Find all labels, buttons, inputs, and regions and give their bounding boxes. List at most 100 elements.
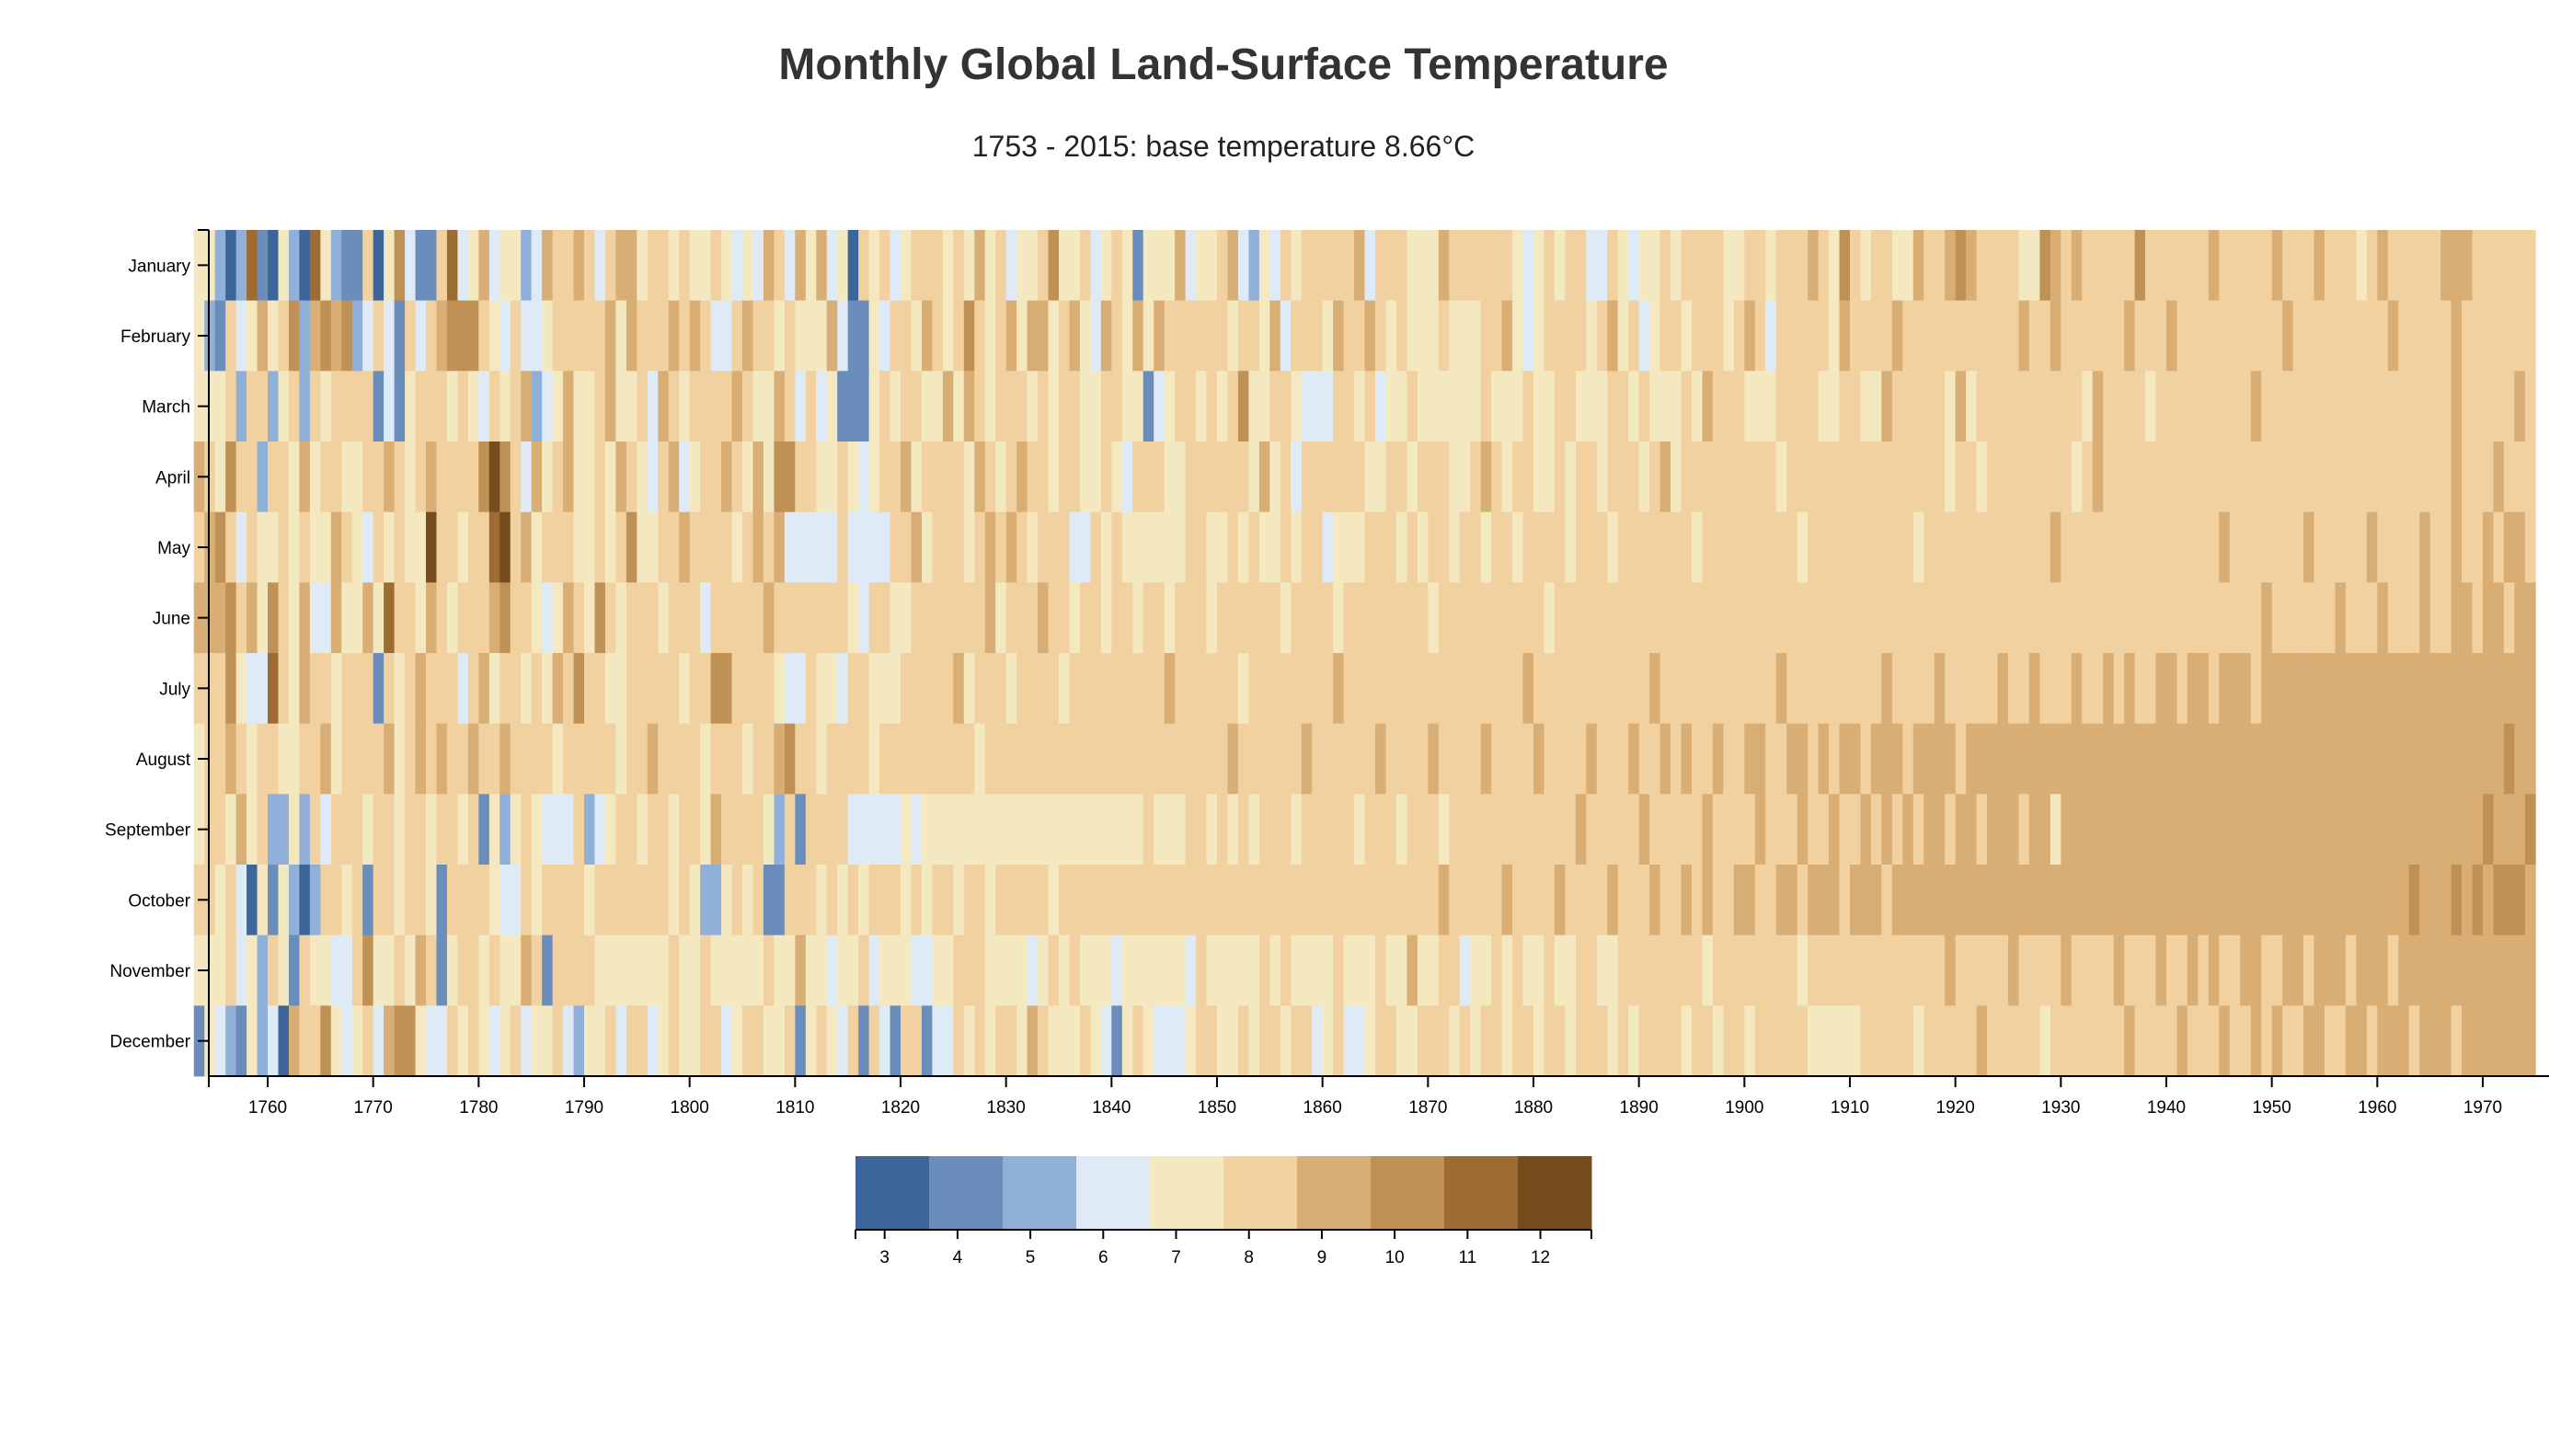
- heatmap-cell: [531, 653, 543, 725]
- heatmap-cell: [721, 794, 732, 866]
- heatmap-cell: [1522, 934, 1534, 1006]
- heatmap-cell: [1343, 371, 1355, 442]
- heatmap-cell: [521, 1005, 533, 1077]
- heatmap-cell: [2314, 934, 2325, 1006]
- heatmap-cell: [1175, 441, 1186, 513]
- heatmap-cell: [1702, 794, 1714, 866]
- heatmap-cell: [1111, 582, 1123, 654]
- heatmap-cell: [1132, 300, 1144, 372]
- heatmap-cell: [1522, 441, 1534, 513]
- heatmap-cell: [384, 794, 395, 866]
- heatmap-cell: [1987, 582, 1998, 654]
- heatmap-cell: [1544, 723, 1556, 795]
- heatmap-cell: [2028, 582, 2040, 654]
- heatmap-cell: [204, 1005, 216, 1077]
- heatmap-cell: [488, 441, 500, 513]
- heatmap-cell: [573, 723, 585, 795]
- heatmap-cell: [2092, 653, 2104, 725]
- heatmap-cell: [637, 441, 649, 513]
- heatmap-cell: [2377, 300, 2389, 372]
- heatmap-cell: [1912, 371, 1924, 442]
- heatmap-cell: [1733, 794, 1745, 866]
- heatmap-cell: [2282, 653, 2293, 725]
- heatmap-cell: [679, 934, 691, 1006]
- heatmap-cell: [2124, 300, 2135, 372]
- heatmap-cell: [1407, 371, 1418, 442]
- heatmap-cell: [510, 794, 522, 866]
- heatmap-cell: [510, 300, 522, 372]
- heatmap-cell: [615, 723, 627, 795]
- heatmap-cell: [2408, 441, 2420, 513]
- heatmap-cell: [963, 723, 975, 795]
- heatmap-cell: [1912, 582, 1924, 654]
- heatmap-cell: [995, 371, 1007, 442]
- heatmap-cell: [1354, 865, 1365, 936]
- heatmap-cell: [2082, 511, 2094, 583]
- heatmap-cell: [1417, 511, 1429, 583]
- heatmap-cell: [351, 934, 363, 1006]
- heatmap-cell: [615, 371, 627, 442]
- heatmap-cell: [1638, 300, 1650, 372]
- heatmap-cell: [2176, 371, 2188, 442]
- heatmap-cell: [1501, 582, 1513, 654]
- heatmap-cell: [647, 441, 659, 513]
- heatmap-cell: [1059, 865, 1070, 936]
- heatmap-cell: [1702, 230, 1714, 302]
- heatmap-cell: [1533, 934, 1544, 1006]
- heatmap-cell: [1638, 794, 1650, 866]
- heatmap-cell: [2092, 794, 2104, 866]
- heatmap-cell: [1902, 371, 1914, 442]
- heatmap-cell: [1976, 230, 1988, 302]
- heatmap-cell: [2366, 723, 2378, 795]
- heatmap-cell: [521, 723, 533, 795]
- heatmap-cell: [626, 511, 637, 583]
- heatmap-cell: [879, 865, 890, 936]
- heatmap-cell: [288, 582, 300, 654]
- heatmap-cell: [1891, 300, 1903, 372]
- heatmap-cell: [2155, 1005, 2167, 1077]
- heatmap-cell: [1829, 723, 1840, 795]
- heatmap-cell: [847, 300, 859, 372]
- heatmap-cell: [700, 653, 711, 725]
- heatmap-cell: [2134, 441, 2146, 513]
- heatmap-cell: [510, 582, 522, 654]
- heatmap-cell: [1196, 441, 1207, 513]
- heatmap-cell: [1258, 723, 1270, 795]
- heatmap-cell: [1343, 300, 1355, 372]
- heatmap-cell: [1628, 934, 1640, 1006]
- heatmap-cell: [2345, 794, 2357, 866]
- heatmap-cell: [1090, 934, 1102, 1006]
- heatmap-cell: [2229, 300, 2241, 372]
- heatmap-cell: [1248, 653, 1260, 725]
- heatmap-cell: [1829, 230, 1840, 302]
- heatmap-cell: [488, 723, 500, 795]
- heatmap-cell: [225, 441, 236, 513]
- heatmap-cell: [1470, 230, 1482, 302]
- heatmap-cell: [1997, 371, 2009, 442]
- heatmap-cell: [901, 1005, 912, 1077]
- heatmap-cell: [1850, 723, 1861, 795]
- heatmap-cell: [1575, 653, 1587, 725]
- heatmap-cell: [1048, 300, 1060, 372]
- heatmap-cell: [2219, 371, 2231, 442]
- heatmap-cell: [2071, 934, 2083, 1006]
- heatmap-cell: [2271, 865, 2283, 936]
- heatmap-cell: [288, 794, 300, 866]
- heatmap-cell: [2462, 300, 2473, 372]
- heatmap-cell: [1586, 1005, 1598, 1077]
- heatmap-cell: [2261, 1005, 2273, 1077]
- heatmap-cell: [1428, 371, 1440, 442]
- heatmap-cell: [351, 441, 363, 513]
- heatmap-cell: [1544, 653, 1556, 725]
- heatmap-cell: [2440, 723, 2451, 795]
- heatmap-cell: [1121, 1005, 1133, 1077]
- heatmap-cell: [1121, 441, 1133, 513]
- heatmap-cell: [2483, 511, 2494, 583]
- heatmap-cell: [542, 371, 553, 442]
- heatmap-cell: [467, 794, 479, 866]
- heatmap-cell: [1638, 582, 1650, 654]
- heatmap-cell: [932, 865, 944, 936]
- heatmap-cell: [795, 794, 807, 866]
- heatmap-cell: [2187, 653, 2199, 725]
- heatmap-cell: [1459, 582, 1471, 654]
